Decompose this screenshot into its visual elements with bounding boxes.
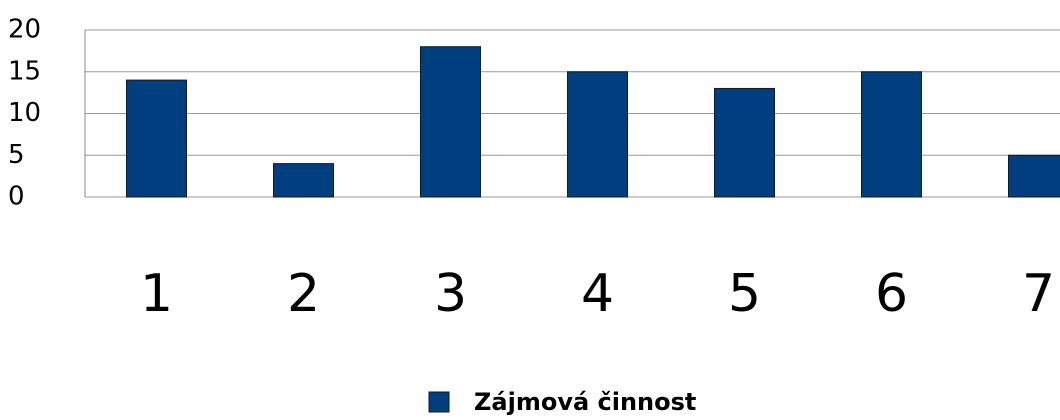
- legend-swatch: [428, 391, 450, 413]
- x-tick-label: 1: [140, 264, 173, 324]
- bar: [273, 163, 334, 198]
- x-tick-label: 7: [1022, 264, 1055, 324]
- x-tick-label: 6: [875, 264, 908, 324]
- bar: [420, 46, 481, 198]
- x-tick-label: 5: [728, 264, 761, 324]
- bar: [567, 71, 628, 198]
- bar: [126, 79, 187, 198]
- legend-label: Zájmová činnost: [474, 388, 696, 416]
- x-tick-label: 3: [434, 264, 467, 324]
- bar: [1008, 154, 1060, 198]
- x-tick-label: 4: [581, 264, 614, 324]
- y-tick-label: 0: [8, 182, 25, 212]
- y-tick-label: 5: [8, 140, 25, 170]
- bar: [861, 71, 922, 198]
- x-tick-label: 2: [287, 264, 320, 324]
- y-tick-label: 20: [8, 15, 41, 45]
- y-tick-label: 15: [8, 56, 41, 86]
- y-tick-label: 10: [8, 98, 41, 128]
- bar: [714, 87, 775, 198]
